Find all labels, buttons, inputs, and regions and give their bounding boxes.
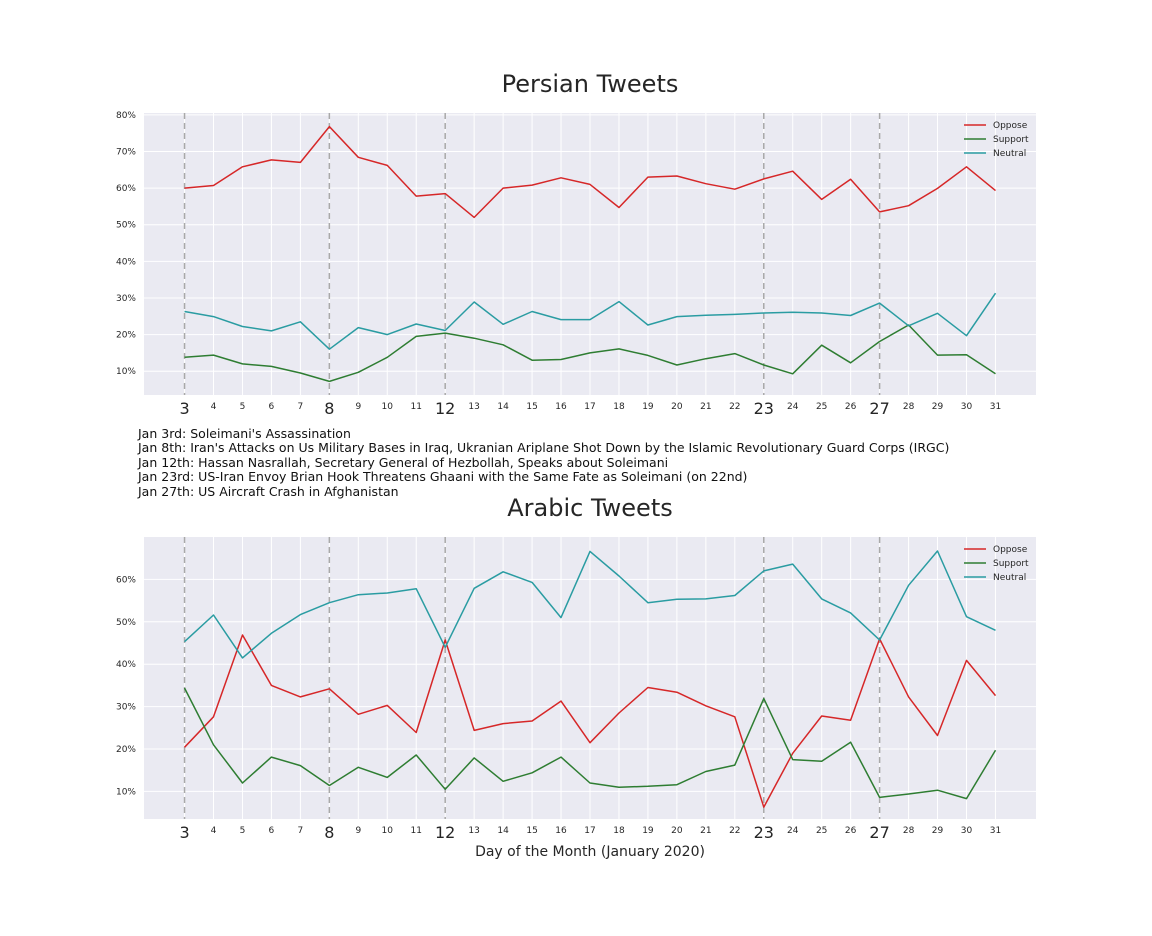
x-tick-label: 27 bbox=[869, 399, 889, 418]
chart-panel-2: 10% 20% 30% 40% 50% 60% 3 4 5 6 7 8 9 10 11 12 13 14 15 16 1… bbox=[116, 494, 1036, 860]
x-tick-label: 15 bbox=[526, 402, 537, 412]
x-tick-label: 14 bbox=[497, 826, 509, 836]
annotation-line: Jan 23rd: US-Iran Envoy Brian Hook Threa… bbox=[138, 469, 748, 485]
x-tick-label: 16 bbox=[555, 826, 567, 836]
x-tick-label: 21 bbox=[700, 826, 711, 836]
x-tick-label: 20 bbox=[671, 402, 683, 412]
x-tick-label: 26 bbox=[845, 826, 857, 836]
y-tick-label: 10% bbox=[116, 367, 136, 377]
x-tick-label: 24 bbox=[787, 826, 799, 836]
y-tick-label: 60% bbox=[116, 575, 136, 585]
x-tick-label: 10 bbox=[382, 402, 394, 412]
x-tick-label: 13 bbox=[468, 402, 479, 412]
legend-label: Neutral bbox=[993, 149, 1026, 159]
x-tick-label: 9 bbox=[355, 402, 361, 412]
x-tick-label: 7 bbox=[298, 826, 304, 836]
x-tick-label: 30 bbox=[961, 826, 973, 836]
x-tick-label: 13 bbox=[468, 826, 479, 836]
x-tick-label: 29 bbox=[932, 826, 944, 836]
series-line-oppose bbox=[183, 634, 997, 808]
x-tick-label: 26 bbox=[845, 402, 857, 412]
legend-label: Neutral bbox=[993, 573, 1026, 583]
x-tick-label: 8 bbox=[324, 399, 334, 418]
x-tick-label: 12 bbox=[435, 823, 455, 842]
x-tick-label: 17 bbox=[584, 402, 595, 412]
y-tick-label: 60% bbox=[116, 184, 136, 194]
x-tick-label: 9 bbox=[355, 826, 361, 836]
x-tick-label: 23 bbox=[754, 823, 774, 842]
annotation-line: Jan 8th: Iran's Attacks on Us Military B… bbox=[138, 440, 950, 456]
chart-title: Arabic Tweets bbox=[507, 494, 672, 522]
x-tick-label: 10 bbox=[382, 826, 394, 836]
series-line-support bbox=[184, 324, 996, 383]
x-tick-label: 3 bbox=[179, 399, 189, 418]
x-tick-label: 21 bbox=[700, 402, 711, 412]
x-tick-label: 22 bbox=[729, 826, 740, 836]
y-tick-label: 20% bbox=[116, 331, 136, 341]
x-tick-label: 12 bbox=[435, 399, 455, 418]
x-tick-label: 30 bbox=[961, 402, 973, 412]
chart-panel-1: 10% 20% 30% 40% 50% 60% 70% 80% 3 4 5 6 7 8 9 10 11 12 13 1… bbox=[116, 70, 1036, 418]
x-tick-label: 4 bbox=[211, 402, 217, 412]
x-tick-label: 8 bbox=[324, 823, 334, 842]
x-tick-label: 24 bbox=[787, 402, 799, 412]
y-tick-label: 40% bbox=[116, 257, 136, 267]
x-tick-label: 4 bbox=[211, 826, 217, 836]
y-tick-label: 80% bbox=[116, 111, 136, 121]
x-tick-label: 27 bbox=[869, 823, 889, 842]
x-tick-label: 28 bbox=[903, 402, 915, 412]
y-tick-label: 50% bbox=[116, 221, 136, 231]
x-tick-label: 16 bbox=[555, 402, 567, 412]
event-annotations: Jan 3rd: Soleimani's Assassination Jan 8… bbox=[138, 426, 950, 499]
legend-label: Support bbox=[993, 559, 1029, 569]
x-tick-label: 6 bbox=[269, 826, 275, 836]
legend: Oppose Support Neutral bbox=[964, 121, 1029, 159]
x-tick-label: 31 bbox=[990, 402, 1001, 412]
annotation-line: Jan 12th: Hassan Nasrallah, Secretary Ge… bbox=[138, 454, 669, 470]
x-tick-label: 5 bbox=[240, 402, 246, 412]
x-tick-label: 5 bbox=[240, 826, 246, 836]
y-tick-label: 30% bbox=[116, 294, 136, 304]
y-tick-label: 70% bbox=[116, 147, 136, 157]
y-tick-label: 30% bbox=[116, 703, 136, 713]
legend-label: Support bbox=[993, 135, 1029, 145]
x-tick-label: 20 bbox=[671, 826, 683, 836]
x-tick-label: 15 bbox=[526, 826, 537, 836]
x-tick-label: 25 bbox=[816, 826, 827, 836]
x-tick-label: 23 bbox=[754, 399, 774, 418]
x-tick-label: 25 bbox=[816, 402, 827, 412]
x-tick-label: 14 bbox=[497, 402, 509, 412]
x-axis-label: Day of the Month (January 2020) bbox=[475, 844, 705, 860]
x-tick-label: 17 bbox=[584, 826, 595, 836]
x-tick-label: 29 bbox=[932, 402, 944, 412]
legend-label: Oppose bbox=[993, 121, 1028, 131]
annotation-line: Jan 3rd: Soleimani's Assassination bbox=[138, 426, 351, 441]
x-tick-label: 6 bbox=[269, 402, 275, 412]
y-tick-label: 10% bbox=[116, 787, 136, 797]
x-tick-label: 22 bbox=[729, 402, 740, 412]
x-tick-label: 11 bbox=[411, 402, 422, 412]
x-tick-label: 28 bbox=[903, 826, 915, 836]
legend-label: Oppose bbox=[993, 545, 1028, 555]
legend: Oppose Support Neutral bbox=[964, 545, 1029, 583]
x-tick-label: 3 bbox=[179, 823, 189, 842]
y-tick-label: 40% bbox=[116, 660, 136, 670]
y-tick-label: 20% bbox=[116, 745, 136, 755]
chart-title: Persian Tweets bbox=[502, 70, 679, 98]
x-tick-label: 11 bbox=[411, 826, 422, 836]
series-line-neutral bbox=[183, 550, 996, 659]
series-line-neutral bbox=[184, 292, 997, 350]
series-line-support bbox=[183, 687, 997, 800]
x-tick-label: 7 bbox=[298, 402, 304, 412]
x-tick-label: 19 bbox=[642, 402, 654, 412]
y-tick-label: 50% bbox=[116, 618, 136, 628]
annotation-line: Jan 27th: US Aircraft Crash in Afghanist… bbox=[138, 483, 399, 499]
x-tick-label: 31 bbox=[990, 826, 1001, 836]
x-tick-label: 18 bbox=[613, 402, 625, 412]
x-tick-label: 19 bbox=[642, 826, 654, 836]
x-tick-label: 18 bbox=[613, 826, 625, 836]
series-line-oppose bbox=[184, 125, 996, 219]
